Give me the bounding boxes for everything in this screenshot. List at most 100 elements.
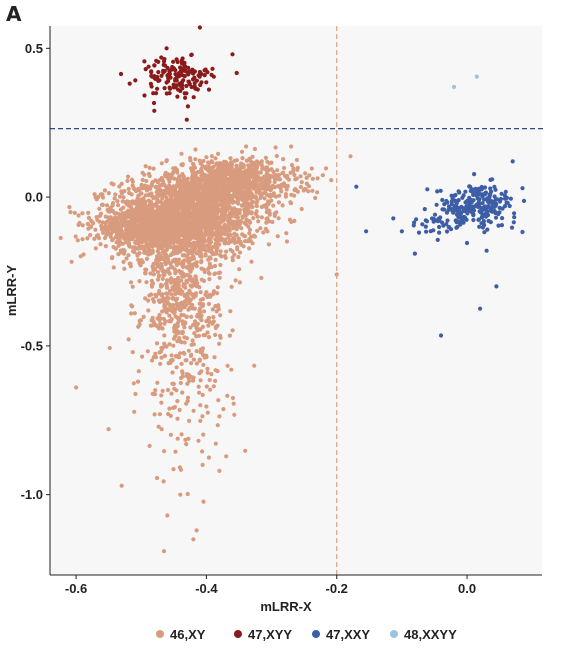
data-point: [161, 257, 167, 262]
data-point: [130, 284, 135, 289]
data-point: [162, 86, 167, 91]
data-point: [482, 185, 488, 190]
data-point: [234, 158, 239, 163]
data-point: [226, 190, 231, 195]
data-point: [80, 237, 85, 242]
data-point: [86, 215, 91, 220]
data-point: [160, 276, 165, 281]
data-point: [173, 449, 178, 454]
data-point: [196, 180, 201, 185]
data-point: [484, 248, 489, 253]
data-point: [132, 187, 137, 192]
legend: 46,XY 47,XYY 47,XXY 48,XXYY: [156, 627, 457, 642]
data-point: [132, 246, 137, 251]
data-point: [86, 210, 91, 215]
data-point: [144, 256, 150, 261]
x-axis-ticks: -0.6 -0.4 -0.2 0.0: [65, 575, 476, 596]
data-point: [458, 222, 463, 227]
data-point: [178, 492, 183, 497]
data-point: [189, 314, 194, 319]
data-point: [186, 79, 191, 84]
data-point: [152, 63, 157, 68]
data-point: [127, 221, 132, 226]
data-point: [188, 325, 193, 330]
data-point: [218, 249, 223, 254]
data-point: [167, 288, 172, 293]
data-point: [199, 318, 204, 323]
data-point: [149, 318, 154, 323]
data-point: [257, 190, 262, 195]
data-point: [199, 230, 204, 235]
data-point: [198, 418, 203, 423]
data-point: [140, 185, 145, 190]
data-point: [168, 197, 173, 202]
data-point: [127, 261, 132, 266]
data-point: [190, 338, 195, 343]
data-point: [175, 320, 180, 326]
data-point: [195, 202, 200, 207]
data-point: [250, 199, 255, 204]
data-point: [444, 199, 450, 205]
data-point: [471, 217, 476, 223]
data-point: [198, 253, 203, 259]
data-point: [225, 177, 230, 182]
data-point: [129, 311, 134, 316]
data-point: [143, 229, 148, 234]
data-point: [295, 189, 300, 194]
data-point: [187, 265, 192, 270]
data-point: [203, 197, 208, 202]
data-point: [309, 166, 314, 171]
data-point: [171, 336, 177, 341]
data-point: [260, 166, 265, 171]
data-point: [453, 203, 458, 209]
data-point: [123, 218, 128, 223]
data-point: [440, 197, 445, 203]
data-point: [521, 198, 527, 203]
data-point: [184, 91, 189, 96]
data-point: [179, 361, 184, 366]
data-point: [159, 264, 164, 269]
data-point: [149, 358, 155, 363]
data-point: [157, 227, 162, 232]
data-point: [218, 253, 223, 258]
data-point: [181, 67, 186, 72]
data-point: [252, 234, 258, 239]
data-point: [208, 239, 213, 244]
data-point: [162, 353, 167, 358]
data-point: [202, 309, 207, 314]
data-point: [145, 207, 151, 212]
data-point: [249, 259, 254, 264]
series-48-xxyy: [451, 74, 479, 90]
data-point: [320, 173, 325, 178]
data-point: [173, 271, 178, 276]
data-point: [234, 70, 239, 76]
data-point: [146, 298, 151, 303]
data-point: [283, 192, 288, 197]
data-point: [198, 350, 203, 355]
data-point: [190, 175, 195, 180]
data-point: [162, 449, 167, 454]
data-point: [222, 230, 227, 235]
data-point: [280, 171, 285, 176]
data-point: [239, 184, 244, 189]
data-point: [276, 216, 281, 221]
data-point: [199, 277, 204, 282]
data-point: [256, 219, 261, 224]
data-point: [177, 316, 182, 321]
data-point: [105, 207, 110, 213]
data-point: [186, 307, 191, 312]
data-point: [195, 198, 200, 203]
data-point: [191, 342, 196, 347]
data-point: [210, 250, 215, 255]
data-point: [207, 222, 212, 227]
data-point: [165, 301, 170, 306]
data-point: [242, 202, 247, 207]
data-point: [214, 188, 219, 193]
data-point: [232, 186, 237, 191]
data-point: [453, 198, 458, 203]
data-point: [126, 253, 131, 258]
data-point: [179, 218, 184, 223]
data-point: [267, 219, 272, 224]
data-point: [164, 159, 169, 164]
data-point: [189, 352, 194, 357]
